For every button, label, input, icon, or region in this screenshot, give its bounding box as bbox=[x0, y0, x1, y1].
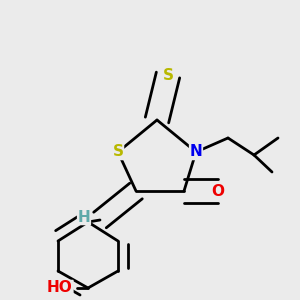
Text: N: N bbox=[190, 145, 202, 160]
Text: S: S bbox=[163, 68, 173, 82]
Text: H: H bbox=[78, 209, 90, 224]
Text: HO: HO bbox=[47, 280, 73, 296]
Text: S: S bbox=[112, 145, 124, 160]
Text: O: O bbox=[212, 184, 224, 199]
